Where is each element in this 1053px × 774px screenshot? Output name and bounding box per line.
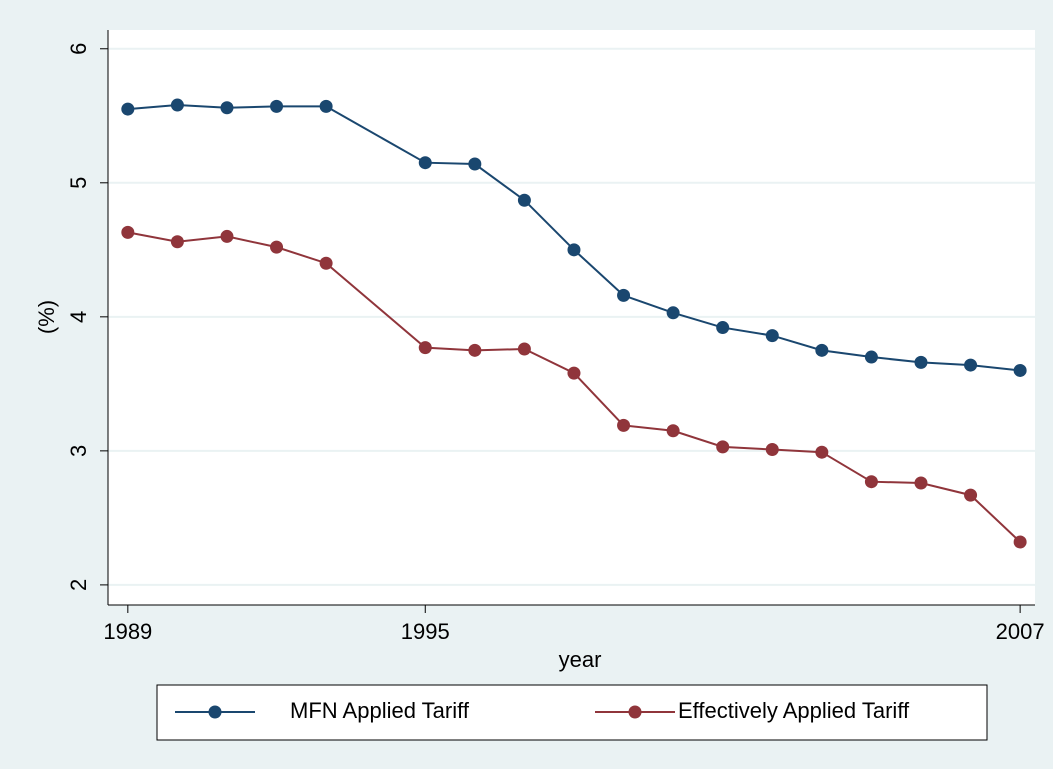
data-point	[220, 101, 234, 115]
data-point	[964, 358, 978, 372]
data-point	[517, 193, 531, 207]
data-point	[864, 350, 878, 364]
x-tick-label: 1995	[401, 619, 450, 644]
data-point	[121, 225, 135, 239]
x-axis-title: year	[559, 647, 602, 672]
y-tick-label: 4	[66, 311, 91, 323]
y-tick-label: 6	[66, 43, 91, 55]
legend-marker	[628, 705, 642, 719]
data-point	[567, 366, 581, 380]
x-tick-label: 1989	[103, 619, 152, 644]
data-point	[914, 355, 928, 369]
data-point	[319, 256, 333, 270]
legend-box	[156, 684, 988, 741]
legend-label: Effectively Applied Tariff	[678, 698, 910, 723]
legend-marker	[208, 705, 222, 719]
data-point	[765, 329, 779, 343]
data-point	[1013, 535, 1027, 549]
series-line	[127, 104, 1021, 372]
data-point	[418, 341, 432, 355]
data-point	[617, 418, 631, 432]
legend-label: MFN Applied Tariff	[290, 698, 470, 723]
data-point	[567, 243, 581, 257]
data-point	[964, 488, 978, 502]
data-point	[815, 343, 829, 357]
data-point	[468, 343, 482, 357]
series-line	[127, 231, 1021, 543]
data-point	[418, 156, 432, 170]
data-point	[121, 102, 135, 116]
data-point	[666, 306, 680, 320]
data-point	[617, 288, 631, 302]
y-tick-label: 2	[66, 579, 91, 591]
data-point	[270, 99, 284, 113]
data-point	[765, 443, 779, 457]
data-point	[319, 99, 333, 113]
data-point	[815, 445, 829, 459]
data-point	[220, 229, 234, 243]
y-axis-title: (%)	[34, 300, 59, 334]
data-point	[914, 476, 928, 490]
y-tick-label: 3	[66, 445, 91, 457]
data-point	[716, 321, 730, 335]
data-point	[170, 98, 184, 112]
y-tick-label: 5	[66, 177, 91, 189]
data-point	[716, 440, 730, 454]
data-point	[468, 157, 482, 171]
x-tick-label: 2007	[996, 619, 1045, 644]
data-point	[170, 235, 184, 249]
data-point	[517, 342, 531, 356]
data-point	[1013, 363, 1027, 377]
data-point	[864, 475, 878, 489]
data-point	[666, 424, 680, 438]
data-point	[270, 240, 284, 254]
